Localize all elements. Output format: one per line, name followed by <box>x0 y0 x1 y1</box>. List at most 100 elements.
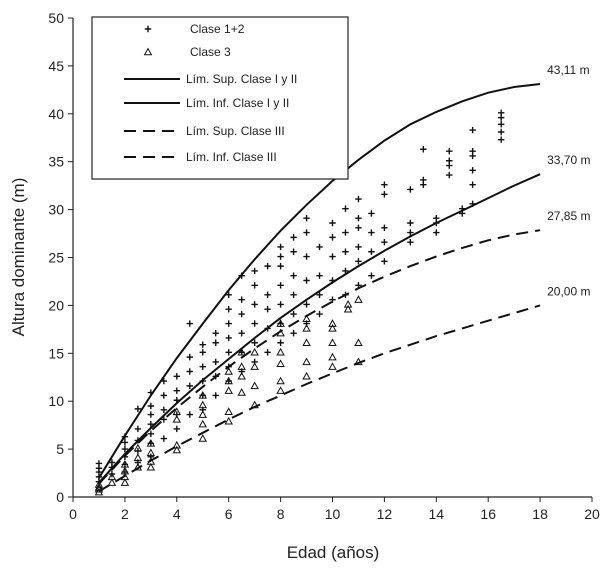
plus-marker <box>469 181 476 188</box>
plus-marker <box>303 277 310 284</box>
plus-marker <box>355 195 362 203</box>
triangle-marker <box>198 419 207 428</box>
curve-end-label: 43,11 m <box>547 63 589 77</box>
plus-marker <box>329 219 336 227</box>
plus-marker <box>186 353 193 361</box>
y-tick-label: 10 <box>48 393 64 409</box>
plus-marker <box>342 248 349 255</box>
triangle-marker <box>198 410 207 418</box>
plus-marker <box>121 439 129 446</box>
triangle-marker <box>172 440 182 449</box>
triangle-marker <box>94 480 104 488</box>
plus-marker <box>264 262 271 270</box>
y-tick-label: 40 <box>48 106 64 122</box>
plus-marker <box>95 460 103 467</box>
plus-marker <box>469 167 476 174</box>
curve-end-label: 33,70 m <box>547 153 590 167</box>
triangle-marker <box>237 362 246 370</box>
plus-marker <box>381 238 388 246</box>
plus-marker <box>238 296 245 303</box>
plus-marker <box>186 411 193 418</box>
plus-marker <box>212 373 219 380</box>
x-tick-label: 18 <box>532 506 548 522</box>
plus-marker <box>225 291 232 299</box>
triangle-marker <box>354 357 363 366</box>
plus-marker <box>316 310 323 318</box>
plus-marker <box>497 136 505 143</box>
triangle-marker <box>343 300 353 308</box>
triangle-marker <box>302 371 311 380</box>
plus-marker <box>277 339 284 346</box>
plus-marker <box>446 171 453 179</box>
plus-marker <box>238 310 245 318</box>
plus-marker <box>469 200 476 208</box>
plus-marker <box>264 325 271 332</box>
triangle-marker <box>276 319 285 327</box>
x-tick-label: 10 <box>325 506 341 522</box>
plus-marker <box>121 453 129 460</box>
data-points <box>94 109 505 496</box>
x-tick-label: 6 <box>225 506 233 522</box>
triangle-marker <box>146 462 156 471</box>
plus-marker <box>420 176 427 184</box>
plus-marker <box>355 215 362 222</box>
plus-marker <box>290 234 297 241</box>
y-tick-label: 35 <box>48 154 64 170</box>
triangle-marker <box>143 47 153 56</box>
plus-marker <box>303 215 310 222</box>
plus-marker <box>251 282 258 289</box>
triangle-marker <box>198 434 207 442</box>
legend-entry-label: Lím. Sup. Clase I y II <box>186 72 297 86</box>
triangle-marker <box>328 323 337 332</box>
triangle-marker <box>133 453 143 461</box>
plus-marker <box>173 387 180 394</box>
plus-marker <box>342 229 349 236</box>
triangle-marker <box>107 472 117 481</box>
triangle-marker <box>237 347 246 356</box>
plus-marker <box>355 224 362 232</box>
plus-marker <box>303 229 310 236</box>
plus-marker <box>459 205 466 212</box>
plus-marker <box>160 416 168 423</box>
plus-marker <box>199 377 206 385</box>
x-tick-label: 14 <box>429 506 445 522</box>
plus-marker <box>121 445 129 453</box>
y-tick-label: 30 <box>48 202 64 218</box>
plus-marker <box>290 248 297 255</box>
plus-marker <box>368 210 375 217</box>
triangle-marker <box>120 466 130 475</box>
triangle-marker <box>328 362 337 370</box>
triangle-marker <box>146 457 156 465</box>
triangle-marker <box>198 391 207 399</box>
triangle-marker <box>302 357 311 366</box>
plus-marker <box>212 358 219 366</box>
curve-line <box>98 229 541 485</box>
x-tick-label: 20 <box>584 506 600 522</box>
triangle-marker <box>328 319 337 327</box>
triangle-marker <box>133 462 143 471</box>
triangle-marker <box>172 407 182 415</box>
plus-marker <box>160 435 168 442</box>
x-tick-label: 0 <box>69 506 77 522</box>
legend: Clase 1+2 Clase 3 Lím. Sup. Clase I y II Lí… <box>91 16 349 180</box>
plus-marker <box>277 301 284 308</box>
plus-marker <box>238 272 245 279</box>
plus-marker <box>199 349 206 356</box>
plus-marker <box>381 258 388 265</box>
legend-entry-label: Lím. Inf. Clase I y II <box>186 96 289 110</box>
plus-marker <box>329 277 336 284</box>
triangle-marker <box>172 414 182 423</box>
plus-marker <box>173 373 180 380</box>
triangle-marker <box>276 376 285 385</box>
curves <box>98 83 541 493</box>
plus-marker <box>316 272 323 279</box>
y-tick-label: 0 <box>56 489 64 505</box>
plus-marker <box>469 147 476 155</box>
plus-marker <box>186 320 193 327</box>
triangle-marker <box>276 328 285 337</box>
plus-marker <box>342 291 349 299</box>
curve-end-label: 20,00 m <box>547 284 590 298</box>
plus-marker <box>329 234 336 241</box>
